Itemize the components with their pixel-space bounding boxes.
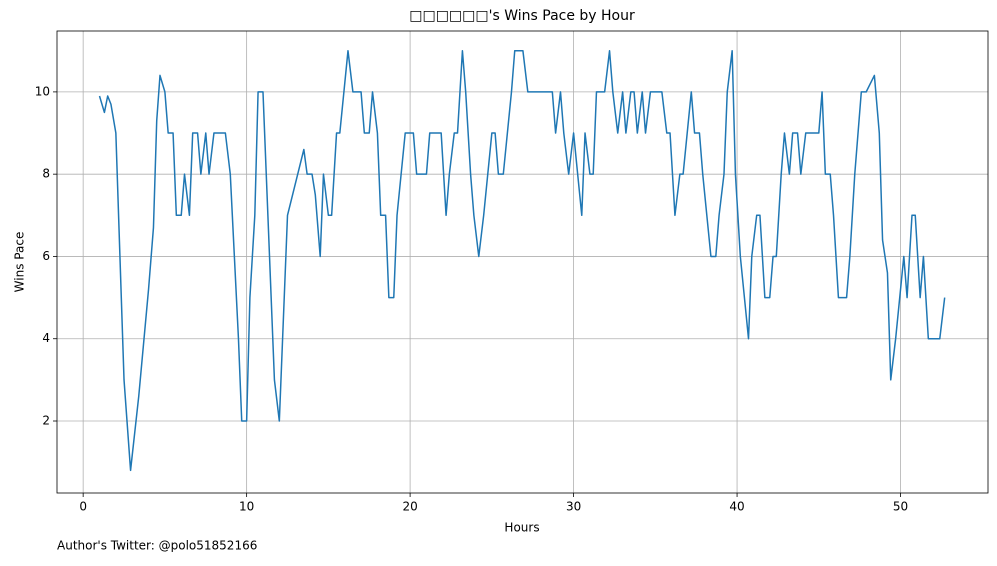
y-axis-label: Wins Pace (13, 232, 27, 293)
x-tick-label: 40 (729, 500, 744, 514)
footnote: Author's Twitter: @polo51852166 (57, 539, 257, 553)
x-axis-label: Hours (504, 521, 539, 535)
x-tick-label: 20 (402, 500, 417, 514)
x-tick-label: 50 (893, 500, 908, 514)
y-tick-label: 10 (35, 84, 50, 98)
x-tick-label: 30 (566, 500, 581, 514)
y-tick-label: 6 (42, 249, 50, 263)
plot-frame (56, 30, 989, 494)
x-tick-label: 10 (239, 500, 254, 514)
y-tick-label: 8 (42, 167, 50, 181)
x-tick-label: 0 (79, 500, 87, 514)
line (98, 49, 946, 472)
y-tick-label: 4 (42, 331, 50, 345)
y-tick-label: 2 (42, 414, 50, 428)
chart-title: □□□□□□'s Wins Pace by Hour (409, 8, 635, 24)
